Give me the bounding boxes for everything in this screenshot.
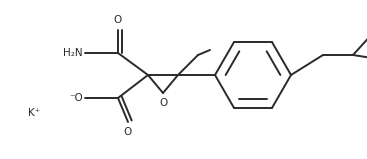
Text: O: O <box>124 127 132 137</box>
Text: O: O <box>114 15 122 25</box>
Text: O: O <box>159 98 167 108</box>
Text: K⁺: K⁺ <box>28 108 40 118</box>
Text: ⁻O: ⁻O <box>69 93 83 103</box>
Text: H₂N: H₂N <box>63 48 83 58</box>
